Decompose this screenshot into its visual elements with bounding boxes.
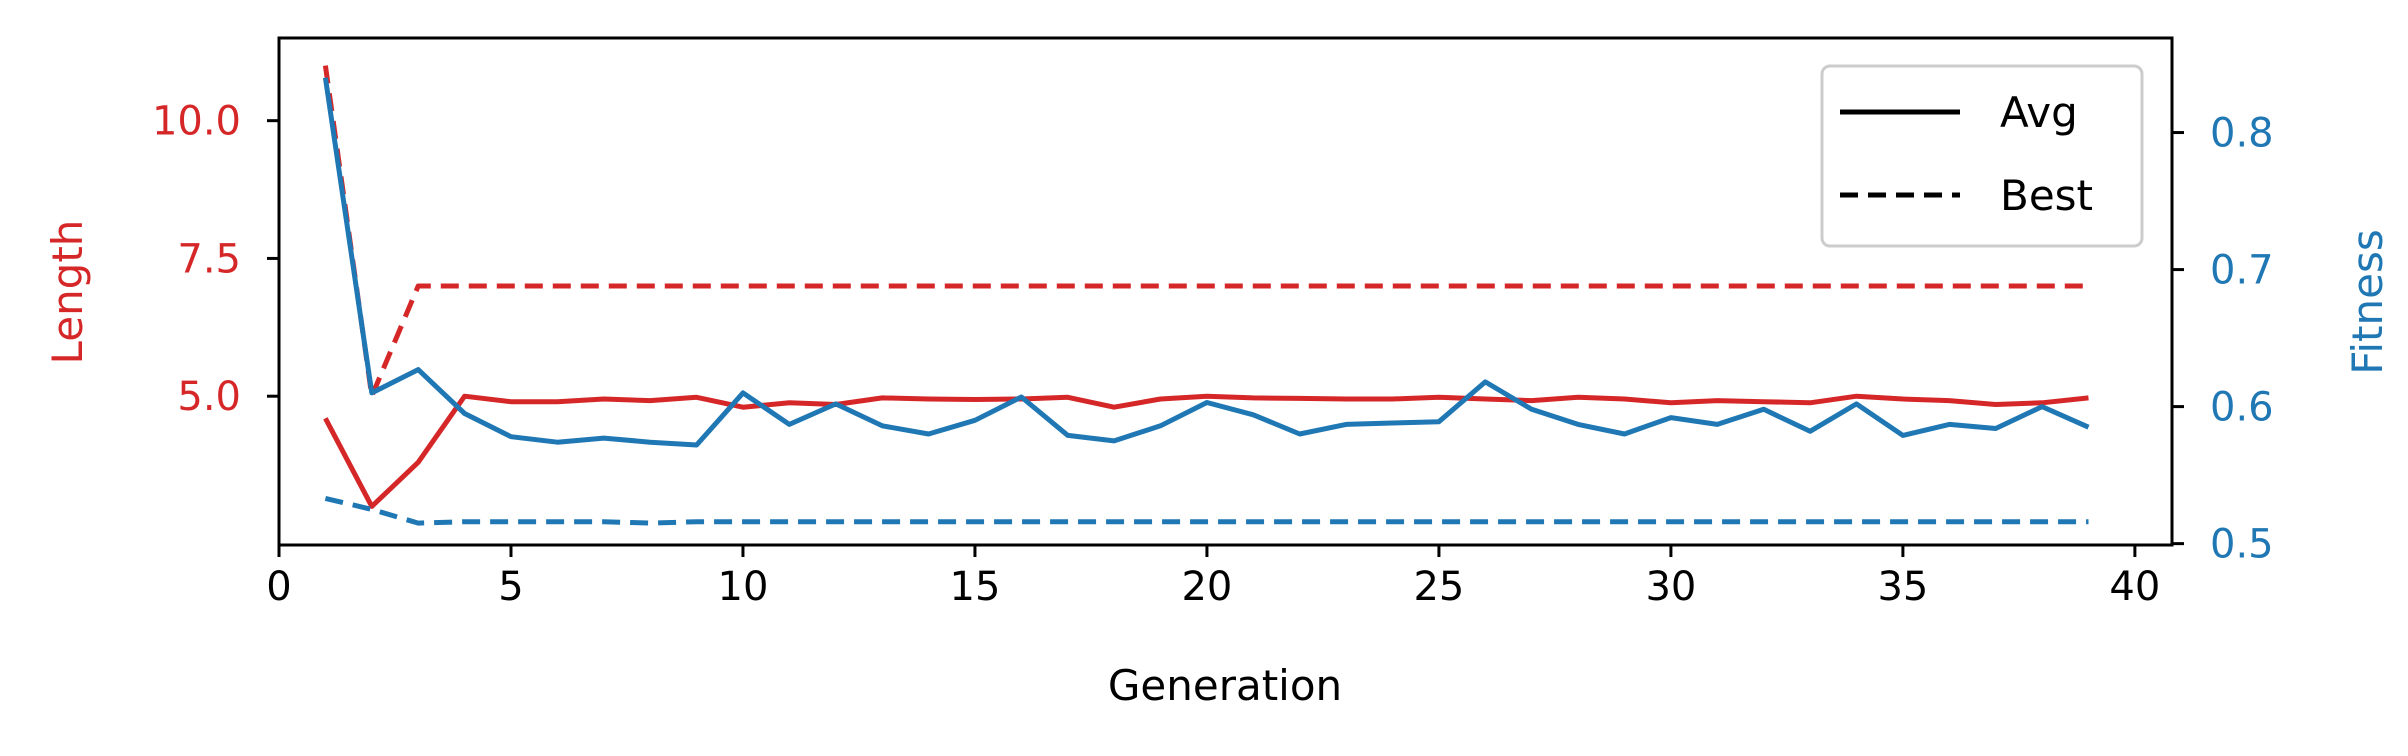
y-right-tick-label: 0.8 <box>2210 111 2274 157</box>
legend-box <box>1820 64 2144 248</box>
x-tick-label: 5 <box>498 564 523 610</box>
x-axis-label: Generation <box>1108 661 1342 710</box>
y-right-tick-label: 0.6 <box>2210 385 2274 431</box>
plot-frame <box>277 36 2174 547</box>
series-line-length-avg <box>323 393 2089 509</box>
y-left-tick-label: 10.0 <box>152 99 241 145</box>
x-tick-label: 40 <box>2109 564 2160 610</box>
series-line-fitness-best <box>324 495 2089 526</box>
legend-label-avg: Avg <box>2000 88 2078 137</box>
series-line-fitness-avg <box>322 77 2090 448</box>
y-axis-right-label: Fitness <box>2343 229 2392 374</box>
series-layer <box>322 65 2090 526</box>
legend-label-best: Best <box>2000 171 2093 220</box>
y-left-tick-label: 7.5 <box>177 236 241 282</box>
series-line-length-best <box>322 65 2089 399</box>
x-tick-label: 35 <box>1877 564 1928 610</box>
ticks-layer: 0 5 10 15 20 25 30 35 40 5.0 7.5 10.0 0.5 0.6 0.7 0.8 <box>152 99 2274 610</box>
x-tick-label: 20 <box>1181 564 1232 610</box>
y-axis-left-label: Length <box>43 220 92 365</box>
x-tick-label: 30 <box>1645 564 1696 610</box>
x-tick-label: 15 <box>950 564 1001 610</box>
y-right-tick-label: 0.5 <box>2210 522 2274 568</box>
x-tick-label: 0 <box>266 564 291 610</box>
x-tick-label: 10 <box>718 564 769 610</box>
y-right-tick-label: 0.7 <box>2210 248 2274 294</box>
y-left-tick-label: 5.0 <box>177 374 241 420</box>
legend: Avg Best <box>1820 64 2144 248</box>
x-tick-label: 25 <box>1413 564 1464 610</box>
